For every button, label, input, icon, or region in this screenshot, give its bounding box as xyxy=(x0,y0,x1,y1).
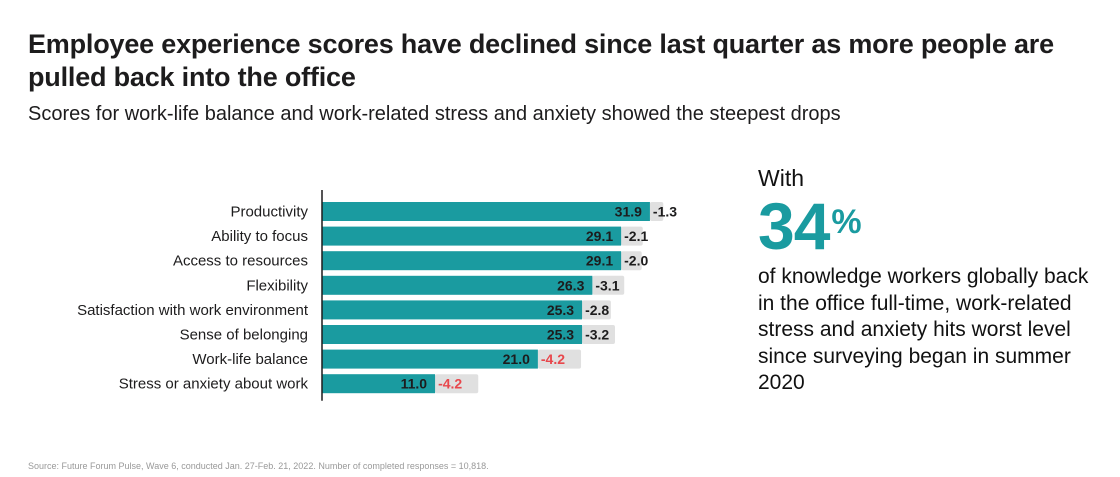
score-bar xyxy=(322,374,436,394)
callout-unit: % xyxy=(831,203,861,241)
change-bar xyxy=(592,275,625,295)
callout-stat: 34% xyxy=(758,193,1108,259)
score-bar xyxy=(322,202,650,221)
value-label: 25.3 xyxy=(547,327,574,343)
bar-chart: Productivity 31.9 -1.3 Ability to focus 29.1… xyxy=(77,190,677,401)
category-label: Productivity xyxy=(230,204,308,221)
score-bar xyxy=(322,275,593,295)
chart-subtitle: Scores for work-life balance and work-re… xyxy=(28,103,841,125)
category-label: Satisfaction with work environment xyxy=(77,302,309,319)
change-label: -3.2 xyxy=(585,327,609,343)
change-label: -2.8 xyxy=(585,302,609,318)
value-label: 11.0 xyxy=(401,376,428,392)
change-bar xyxy=(621,251,642,271)
value-label: 29.1 xyxy=(586,228,613,244)
change-bar xyxy=(649,202,664,221)
change-label: -4.2 xyxy=(541,351,565,367)
callout-number: 34 xyxy=(758,189,830,263)
score-bar xyxy=(322,251,622,271)
change-label: -3.1 xyxy=(595,277,619,293)
chart-title: Employee experience scores have declined… xyxy=(28,29,1054,92)
change-bar xyxy=(621,226,643,246)
change-bar xyxy=(435,374,479,394)
value-label: 26.3 xyxy=(557,277,584,293)
change-label: -4.2 xyxy=(438,376,462,392)
source-note: Source: Future Forum Pulse, Wave 6, cond… xyxy=(28,461,489,471)
category-label: Access to resources xyxy=(173,253,308,270)
change-bar xyxy=(582,300,611,320)
category-label: Ability to focus xyxy=(211,228,308,245)
value-label: 29.1 xyxy=(586,253,613,269)
callout-body: of knowledge workers globally back in th… xyxy=(758,265,1089,394)
score-bar xyxy=(322,300,583,320)
value-label: 25.3 xyxy=(547,302,574,318)
change-label: -2.0 xyxy=(624,253,648,269)
category-label: Work-life balance xyxy=(192,351,308,368)
value-label: 21.0 xyxy=(503,351,530,367)
score-bar xyxy=(322,226,622,246)
score-bar xyxy=(322,325,583,344)
category-label: Stress or anxiety about work xyxy=(119,376,309,393)
callout: With 34% of knowledge workers globally b… xyxy=(758,164,1108,397)
callout-lead: With xyxy=(758,165,804,191)
value-label: 31.9 xyxy=(615,204,642,220)
score-bar xyxy=(322,349,538,369)
change-label: -2.1 xyxy=(624,228,648,244)
change-bar xyxy=(537,349,582,369)
category-label: Flexibility xyxy=(246,277,308,294)
category-label: Sense of belonging xyxy=(180,327,308,344)
change-bar xyxy=(582,325,615,344)
change-label: -1.3 xyxy=(653,204,677,220)
